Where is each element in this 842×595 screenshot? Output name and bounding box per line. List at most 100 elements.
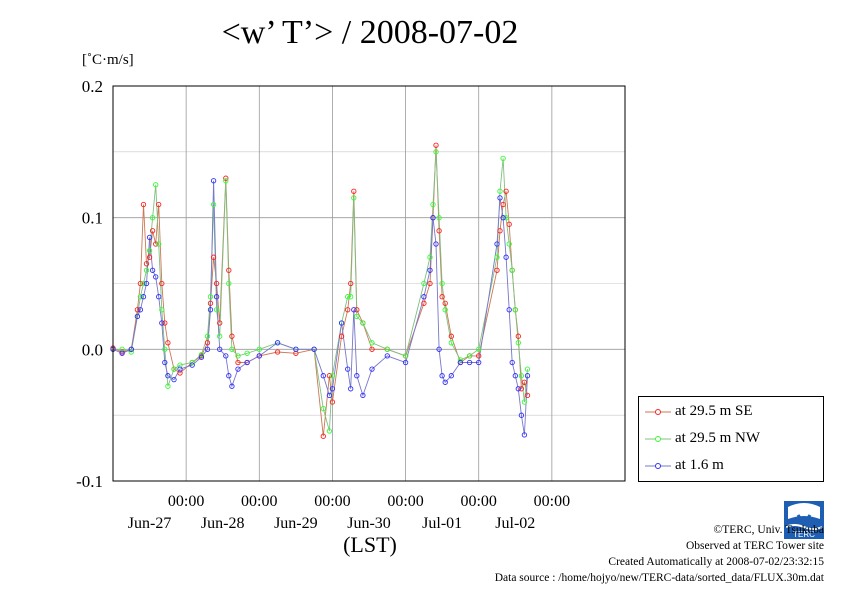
data-point	[140, 280, 147, 287]
data-point	[369, 346, 375, 352]
legend-label-1-6m: at 1.6 m	[675, 457, 724, 473]
data-point	[165, 340, 171, 346]
credit-created: Created Automatically at 2008-07-02/23:3…	[608, 556, 824, 568]
data-point	[369, 366, 375, 372]
data-point	[448, 373, 454, 379]
legend-marker-se	[645, 409, 671, 415]
data-point	[256, 346, 262, 352]
data-point	[427, 254, 433, 260]
data-point	[223, 353, 229, 359]
data-point	[320, 373, 326, 379]
data-point	[506, 241, 512, 247]
data-point	[177, 370, 183, 376]
data-point	[500, 215, 506, 221]
data-point	[274, 340, 281, 346]
data-point	[210, 178, 217, 184]
date-label: Jul-01	[422, 515, 462, 532]
data-point	[509, 359, 515, 366]
data-point	[515, 340, 521, 346]
data-point	[354, 373, 360, 379]
data-point	[497, 188, 503, 194]
data-point	[476, 353, 482, 359]
data-point	[338, 333, 345, 339]
data-point	[244, 350, 250, 356]
data-point	[137, 280, 144, 287]
data-point	[146, 247, 153, 254]
data-point	[226, 267, 232, 273]
data-point	[156, 294, 162, 300]
data-point	[515, 386, 521, 392]
data-point	[217, 320, 223, 326]
data-point	[518, 412, 525, 418]
data-point	[476, 346, 482, 352]
data-point	[427, 280, 433, 287]
data-point	[326, 373, 333, 379]
data-point	[354, 313, 360, 320]
data-point	[494, 241, 500, 247]
data-point	[226, 373, 232, 379]
data-point	[497, 228, 503, 234]
data-point	[466, 353, 473, 359]
data-point	[329, 399, 336, 405]
data-point	[171, 366, 177, 372]
date-label: Jun-28	[201, 515, 245, 532]
credit-observed: Observed at TERC Tower site	[685, 540, 824, 552]
data-point	[509, 267, 515, 273]
data-point	[506, 307, 512, 313]
y-axis-unit: [˚C·m/s]	[82, 52, 134, 68]
x-tick-label: 00:00	[241, 493, 277, 510]
data-point	[159, 320, 165, 326]
data-point	[497, 195, 503, 201]
data-point	[165, 373, 171, 379]
data-point	[226, 280, 232, 287]
date-label: Jun-29	[274, 515, 318, 532]
data-point	[354, 307, 360, 313]
data-point	[436, 228, 442, 234]
data-point	[162, 346, 168, 352]
data-point	[149, 267, 156, 273]
data-point	[293, 346, 299, 352]
data-point	[204, 340, 211, 346]
data-point	[210, 254, 217, 260]
data-point	[149, 215, 156, 221]
data-point	[223, 178, 229, 184]
data-point	[134, 313, 141, 320]
data-point	[213, 307, 220, 313]
data-point	[457, 357, 464, 363]
data-point	[512, 307, 518, 313]
data-point	[143, 267, 150, 273]
data-point	[329, 386, 336, 392]
series-line-0	[112, 145, 528, 437]
data-point	[433, 241, 439, 247]
data-point	[433, 149, 439, 155]
x-tick-label: 00:00	[168, 493, 204, 510]
data-point	[476, 359, 482, 366]
data-point	[189, 359, 195, 366]
data-point	[244, 359, 250, 366]
data-point	[140, 201, 147, 208]
chart-title: <w’ T’> / 2008-07-02	[221, 14, 519, 51]
x-axis-label: (LST)	[343, 532, 397, 557]
data-point	[274, 349, 281, 355]
x-tick-label: 00:00	[387, 493, 423, 510]
data-point	[320, 405, 326, 412]
y-tick-label: 0.1	[82, 209, 103, 228]
tick-labels: -0.1 0.0 0.1 0.2 00:00 00:00 00:00 00:00 00:00 00…	[76, 77, 570, 532]
legend-marker-nw	[645, 436, 671, 442]
data-point	[421, 294, 427, 300]
data-point	[524, 373, 531, 379]
y-tick-label: 0.0	[82, 340, 103, 359]
logo-text: TERC	[793, 530, 815, 539]
data-point	[204, 346, 211, 352]
data-point	[162, 359, 168, 366]
data-point	[494, 254, 500, 260]
plot-border	[112, 85, 626, 482]
data-point	[448, 340, 454, 346]
data-point	[207, 307, 214, 313]
data-point	[213, 294, 220, 300]
data-point	[159, 280, 165, 287]
data-point	[442, 300, 448, 306]
data-point	[149, 228, 156, 234]
data-point	[140, 294, 147, 300]
